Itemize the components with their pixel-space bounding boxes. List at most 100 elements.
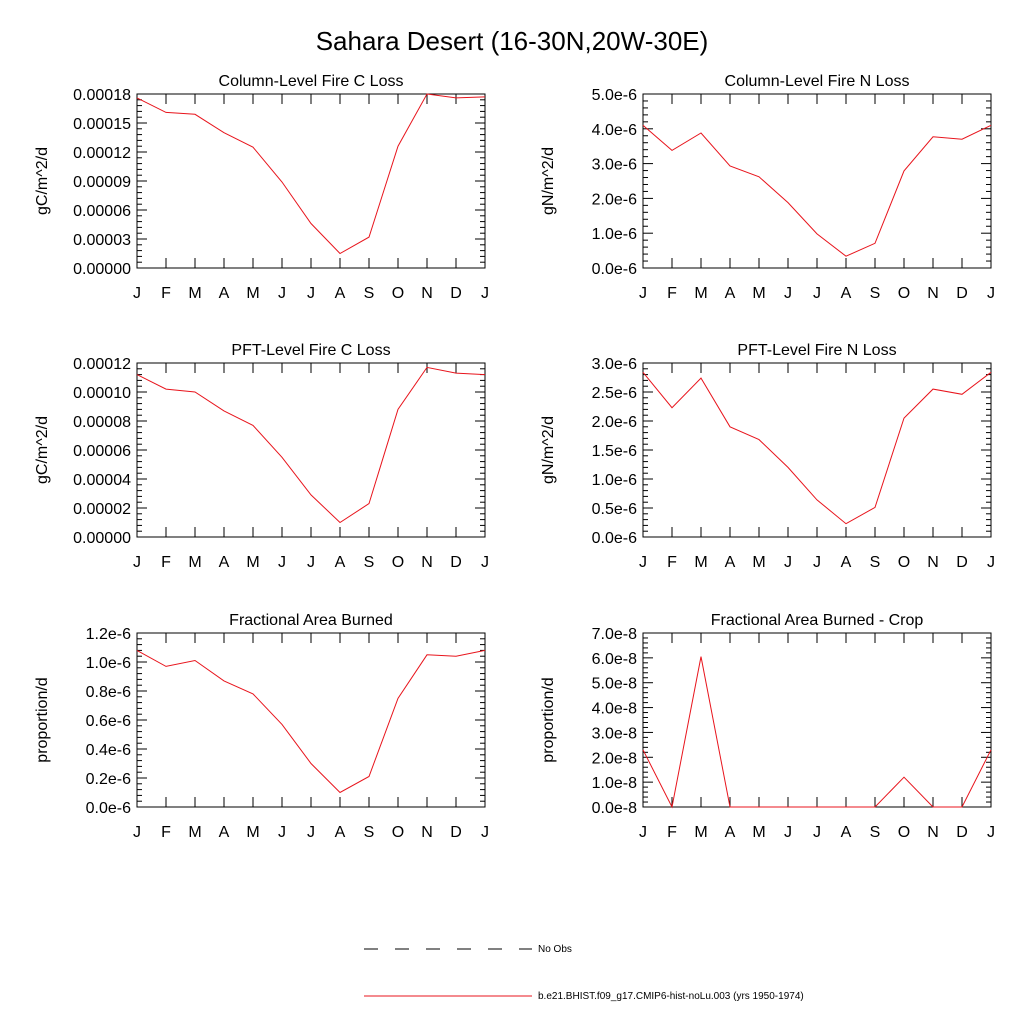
y-axis-label: gC/m^2/d: [34, 147, 51, 215]
y-tick-label: 0.00008: [73, 414, 131, 431]
x-tick-label: A: [335, 285, 346, 302]
y-tick-label: 7.0e-8: [592, 626, 637, 643]
x-tick-label: M: [752, 285, 765, 302]
x-tick-label: J: [481, 824, 489, 841]
x-tick-label: D: [956, 554, 968, 571]
y-tick-label: 2.0e-8: [592, 750, 637, 767]
y-tick-label: 0.00010: [73, 385, 131, 402]
x-tick-label: O: [392, 824, 404, 841]
x-tick-label: S: [364, 554, 375, 571]
plot-frame: [642, 93, 992, 269]
x-tick-label: F: [161, 554, 171, 571]
y-tick-label: 0.00012: [73, 145, 131, 162]
y-tick-label: 1.0e-6: [592, 472, 637, 489]
y-tick-label: 0.6e-6: [86, 713, 131, 730]
series-line: [642, 124, 992, 257]
legend-label: No Obs: [538, 944, 572, 955]
legend-entry: b.e21.BHIST.f09_g17.CMIP6-hist-noLu.003 …: [364, 991, 804, 1002]
x-tick-label: M: [246, 554, 259, 571]
x-tick-label: N: [421, 285, 433, 302]
y-tick-label: 0.00000: [73, 261, 131, 278]
x-tick-label: J: [133, 554, 141, 571]
series-line: [136, 649, 486, 794]
y-tick-label: 0.00003: [73, 232, 131, 249]
x-tick-label: N: [421, 554, 433, 571]
y-tick-label: 0.0e-6: [592, 261, 637, 278]
x-tick-label: O: [392, 285, 404, 302]
y-axis-label: gC/m^2/d: [34, 416, 51, 484]
x-tick-label: J: [278, 554, 286, 571]
y-axis-label: gN/m^2/d: [540, 147, 557, 215]
y-tick-label: 4.0e-6: [592, 122, 637, 139]
x-tick-label: J: [133, 285, 141, 302]
x-tick-label: M: [188, 824, 201, 841]
y-tick-label: 0.00006: [73, 443, 131, 460]
x-tick-label: S: [364, 824, 375, 841]
y-tick-label: 5.0e-6: [592, 87, 637, 104]
x-tick-label: O: [392, 554, 404, 571]
x-tick-label: D: [450, 824, 462, 841]
y-tick-label: 0.00006: [73, 203, 131, 220]
panel-title: PFT-Level Fire C Loss: [231, 342, 390, 359]
x-tick-label: D: [956, 824, 968, 841]
y-tick-label: 0.5e-6: [592, 501, 637, 518]
plot-frame: [136, 93, 486, 269]
x-tick-label: J: [481, 285, 489, 302]
x-tick-label: D: [956, 285, 968, 302]
y-tick-label: 1.0e-8: [592, 775, 637, 792]
x-tick-label: J: [784, 285, 792, 302]
panel-title: Fractional Area Burned: [229, 612, 393, 629]
x-tick-label: S: [364, 285, 375, 302]
x-tick-label: J: [639, 285, 647, 302]
x-tick-label: J: [307, 824, 315, 841]
series-line: [136, 366, 486, 524]
legend-label: b.e21.BHIST.f09_g17.CMIP6-hist-noLu.003 …: [538, 991, 804, 1002]
x-tick-label: N: [927, 285, 939, 302]
x-tick-label: J: [307, 285, 315, 302]
x-tick-label: M: [694, 824, 707, 841]
x-tick-label: J: [784, 554, 792, 571]
x-tick-label: A: [219, 285, 230, 302]
x-tick-label: M: [188, 285, 201, 302]
plot-frame: [136, 362, 486, 538]
x-tick-label: M: [752, 824, 765, 841]
y-tick-label: 0.00002: [73, 501, 131, 518]
legend: No Obs b.e21.BHIST.f09_g17.CMIP6-hist-noL…: [364, 944, 804, 1002]
x-tick-label: O: [898, 285, 910, 302]
y-tick-label: 0.00004: [73, 472, 131, 489]
x-tick-label: F: [161, 285, 171, 302]
x-tick-label: J: [133, 824, 141, 841]
y-tick-label: 0.00009: [73, 174, 131, 191]
y-tick-label: 0.0e-6: [86, 800, 131, 817]
y-axis-label: proportion/d: [34, 677, 51, 762]
y-tick-label: 0.00000: [73, 530, 131, 547]
y-tick-label: 5.0e-8: [592, 676, 637, 693]
x-tick-label: F: [161, 824, 171, 841]
y-axis-label: proportion/d: [540, 677, 557, 762]
x-tick-label: M: [694, 554, 707, 571]
y-tick-label: 0.8e-6: [86, 684, 131, 701]
x-tick-label: N: [421, 824, 433, 841]
series-line: [642, 656, 992, 809]
plot-frame: [136, 632, 486, 808]
panel-title: Fractional Area Burned - Crop: [711, 612, 924, 629]
series-line: [642, 371, 992, 525]
x-tick-label: D: [450, 554, 462, 571]
x-tick-label: M: [188, 554, 201, 571]
y-tick-label: 3.0e-6: [592, 356, 637, 373]
x-tick-label: A: [335, 824, 346, 841]
x-tick-label: J: [784, 824, 792, 841]
x-tick-label: M: [752, 554, 765, 571]
x-tick-label: J: [278, 285, 286, 302]
x-tick-label: J: [987, 824, 995, 841]
y-tick-label: 1.5e-6: [592, 443, 637, 460]
x-tick-label: N: [927, 824, 939, 841]
x-tick-label: J: [481, 554, 489, 571]
panel-title: Column-Level Fire C Loss: [219, 73, 404, 90]
x-tick-label: O: [898, 824, 910, 841]
x-tick-label: A: [219, 824, 230, 841]
